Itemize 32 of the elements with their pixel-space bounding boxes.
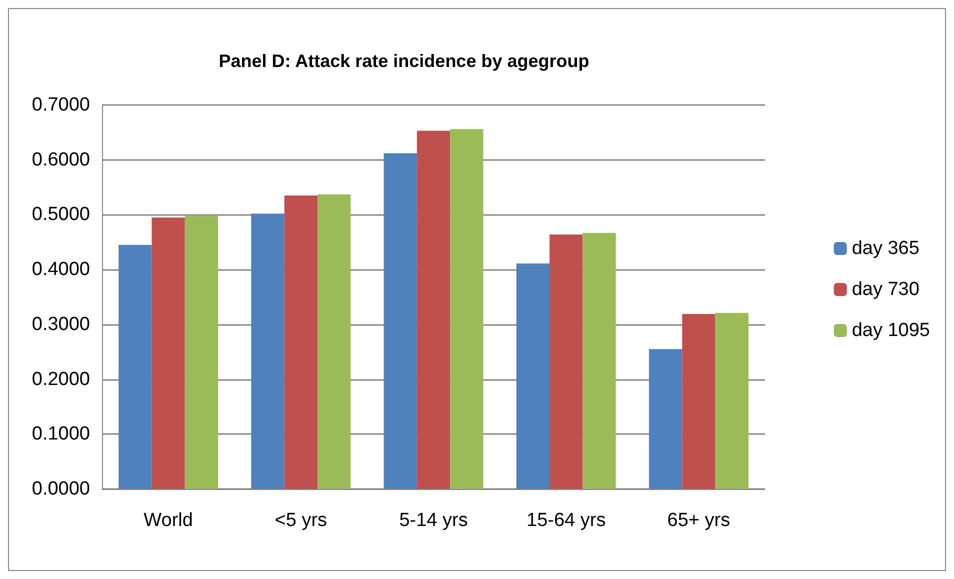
bar — [715, 312, 748, 489]
x-tick-label: 15-64 yrs — [526, 510, 606, 531]
bar — [184, 216, 218, 489]
legend-label: day 730 — [852, 279, 920, 300]
y-tick-label: 0.2000 — [32, 368, 90, 390]
y-tick-label: 0.5000 — [32, 204, 90, 226]
bar — [450, 129, 484, 489]
bar — [152, 217, 185, 489]
bar — [582, 232, 616, 489]
bar — [516, 264, 550, 489]
bar — [416, 130, 450, 489]
legend-label: day 365 — [852, 238, 920, 259]
bar — [118, 244, 152, 489]
y-tick-label: 0.3000 — [32, 314, 90, 335]
bar — [384, 153, 417, 489]
bar — [317, 194, 351, 489]
chart-title: Panel D: Attack rate incidence by agegroup — [218, 51, 590, 71]
bar — [682, 314, 716, 489]
x-tick-label: 65+ yrs — [667, 510, 730, 531]
x-tick-label: World — [144, 510, 193, 531]
bar — [648, 349, 682, 489]
y-tick-label: 0.0000 — [32, 478, 90, 500]
x-tick-label: 5-14 yrs — [399, 510, 468, 531]
bar — [251, 214, 284, 489]
y-tick-label: 0.4000 — [32, 259, 90, 280]
y-tick-label: 0.7000 — [32, 94, 90, 116]
legend-label: day 1095 — [852, 320, 930, 341]
x-tick-label: <5 yrs — [274, 510, 328, 531]
bar — [284, 196, 318, 489]
y-tick-label: 0.6000 — [32, 149, 90, 170]
y-tick-label: 0.1000 — [32, 424, 90, 445]
bar — [550, 234, 583, 489]
